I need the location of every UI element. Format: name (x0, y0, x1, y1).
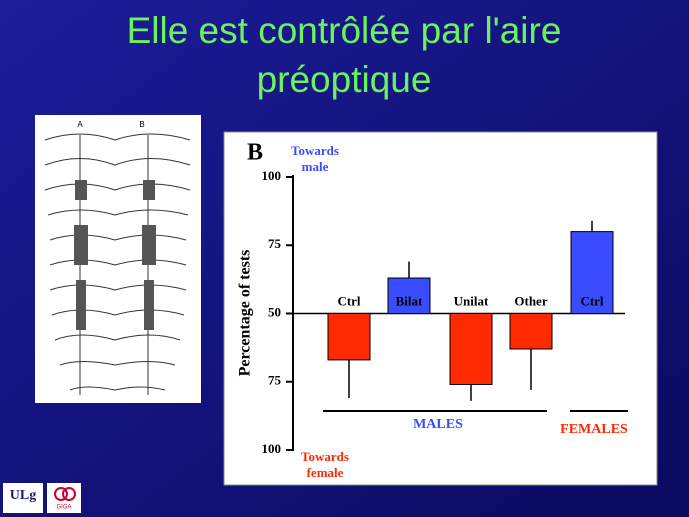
group-label: FEMALES (560, 422, 628, 437)
brain-sections: A B (35, 115, 201, 403)
bar-label: Ctrl (337, 293, 360, 308)
title: préoptique (257, 59, 432, 100)
panel-label: B (247, 140, 263, 166)
bar (509, 313, 553, 350)
bar-label: Ctrl (580, 293, 603, 308)
y-tick-label: 100 (262, 441, 282, 456)
logo-mark (54, 487, 68, 501)
figure-label: B (139, 120, 144, 129)
logo-text: ULg (10, 488, 36, 503)
y-tick-label: 100 (262, 168, 282, 183)
bar (449, 313, 493, 385)
bar (387, 277, 431, 315)
logo (3, 483, 43, 513)
annotation: Towards female (301, 449, 349, 480)
y-axis-label: Percentage of tests (237, 250, 254, 377)
title: Elle est contrôlée par l'aire (127, 10, 562, 51)
y-tick-label: 75 (268, 236, 282, 251)
bar (327, 313, 371, 361)
y-tick-label: 50 (268, 304, 281, 319)
figure-label: A (77, 120, 83, 129)
annotation: Towards male (291, 143, 339, 174)
bar-label: Bilat (396, 293, 423, 308)
logo-text: GIGA (56, 505, 71, 511)
bar-label: Unilat (454, 293, 489, 308)
bar-label: Other (514, 293, 547, 308)
y-tick-label: 75 (268, 373, 282, 388)
logo-mark (62, 487, 76, 501)
group-label: MALES (413, 417, 463, 432)
bar (570, 231, 614, 315)
